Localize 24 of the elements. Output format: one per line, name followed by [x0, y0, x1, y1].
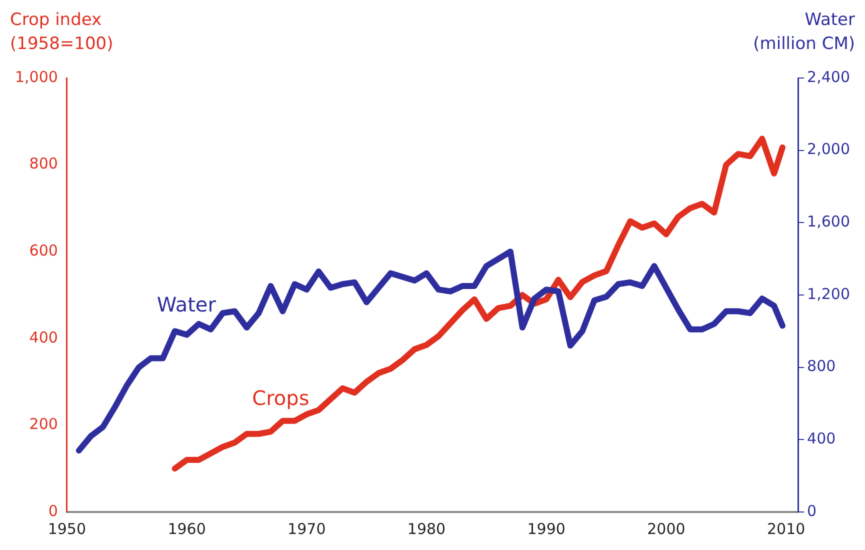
- y-axis-title: Crop index (1958=100): [10, 10, 114, 54]
- y-tick-label: 400: [29, 328, 58, 346]
- x-tick-label: 2010: [766, 520, 806, 538]
- series-label: Water: [156, 292, 217, 316]
- x-tick-label: 1990: [527, 520, 566, 538]
- x-tick-label: 2000: [647, 520, 686, 538]
- series-label: Crops: [252, 386, 310, 410]
- x-tick-label: 1980: [407, 520, 446, 538]
- x-tick-label: 1970: [288, 520, 326, 538]
- y-tick-label: 200: [29, 415, 58, 434]
- y2-tick-label: 1,600: [807, 212, 850, 231]
- y2-axis-title: Water (million CM): [753, 10, 855, 54]
- y2-tick-label: 2,000: [807, 140, 850, 158]
- y2-tick-label: 2,400: [807, 68, 850, 86]
- y2-tick-label: 800: [807, 357, 836, 376]
- y2-tick-label: 1,200: [807, 284, 850, 303]
- y-tick-label: 0: [48, 502, 58, 520]
- x-tick-label: 1950: [48, 520, 86, 538]
- y-tick-label: 1,000: [14, 68, 58, 86]
- y-tick-label: 800: [29, 154, 58, 173]
- y2-tick-label: 400: [807, 430, 836, 448]
- y2-tick-label: 0: [807, 502, 817, 520]
- y-tick-label: 600: [29, 241, 58, 260]
- x-tick-label: 1960: [168, 520, 206, 538]
